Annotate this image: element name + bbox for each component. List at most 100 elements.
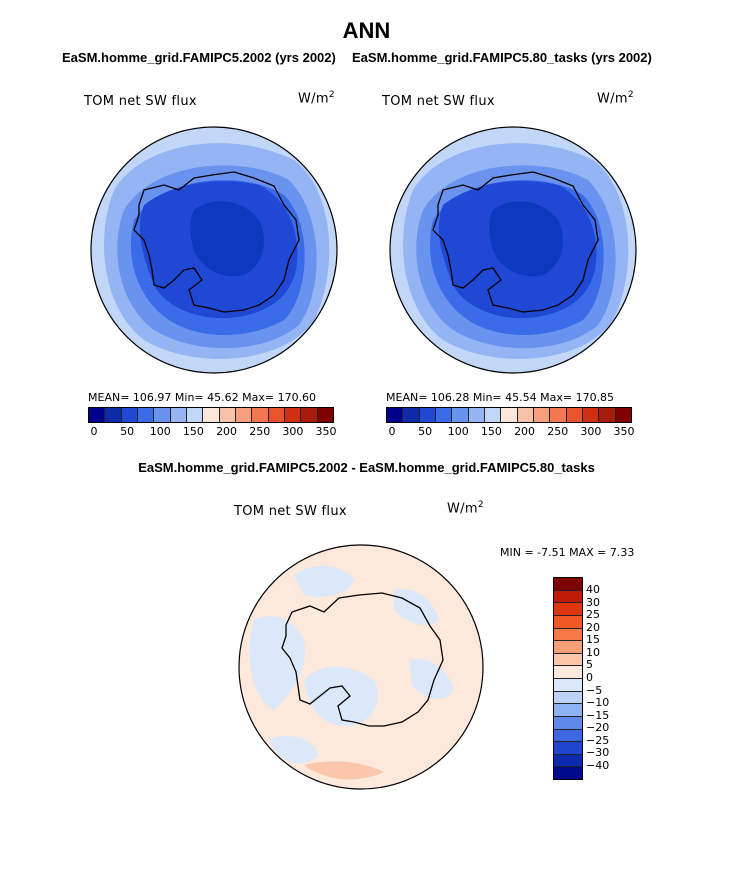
diff-variable-label: TOM net SW flux <box>234 504 347 519</box>
left-colorbar <box>88 407 334 423</box>
colorbar-swatch <box>554 590 582 604</box>
colorbar-swatch <box>252 408 269 422</box>
colorbar-swatch <box>554 603 582 616</box>
colorbar-swatch <box>452 408 469 422</box>
colorbar-tick-label: 30 <box>586 595 600 609</box>
colorbar-swatch <box>203 408 220 422</box>
colorbar-swatch <box>484 408 502 422</box>
colorbar-tick-label: 0 <box>586 670 593 684</box>
diff-stats: MIN = -7.51 MAX = 7.33 <box>500 546 635 559</box>
right-panel-subtitle: EaSM.homme_grid.FAMIPC5.80_tasks (yrs 20… <box>352 50 652 65</box>
colorbar-tick-label: 100 <box>447 425 469 438</box>
colorbar-tick-label: 50 <box>418 425 433 438</box>
colorbar-tick-label: 25 <box>586 608 600 622</box>
colorbar-tick-label: −20 <box>586 721 610 735</box>
colorbar-swatch <box>317 408 333 422</box>
right-units-label: W/m2 <box>597 90 634 107</box>
colorbar-tick-label: 200 <box>216 425 238 438</box>
left-units-label: W/m2 <box>298 90 335 107</box>
colorbar-tick-label: 10 <box>586 645 600 659</box>
colorbar-swatch <box>550 408 567 422</box>
colorbar-swatch <box>554 716 582 730</box>
diff-subtitle: EaSM.homme_grid.FAMIPC5.2002 - EaSM.homm… <box>138 460 595 475</box>
diff-colorbar-ticks: 40 30 25 20 15 10 5 0 −5 −10 −15 −20 −25 −30 −40 <box>586 583 646 783</box>
map-boundary <box>389 126 637 374</box>
colorbar-swatch <box>105 408 122 422</box>
colorbar-tick-label: 100 <box>149 425 171 438</box>
colorbar-swatch <box>284 408 302 422</box>
colorbar-tick-label: 15 <box>586 633 600 647</box>
colorbar-tick-label: 200 <box>514 425 536 438</box>
colorbar-swatch <box>468 408 485 422</box>
colorbar-swatch <box>419 408 436 422</box>
colorbar-tick-label: 350 <box>315 425 337 438</box>
colorbar-swatch <box>301 408 318 422</box>
diff-units-label: W/m2 <box>447 500 484 517</box>
colorbar-tick-label: 250 <box>547 425 569 438</box>
left-variable-label: TOM net SW flux <box>84 94 197 109</box>
colorbar-swatch <box>89 408 106 422</box>
colorbar-swatch <box>554 653 582 667</box>
colorbar-tick-label: 0 <box>388 425 396 438</box>
colorbar-swatch <box>268 408 285 422</box>
diff-colorbar <box>553 577 583 780</box>
colorbar-swatch <box>615 408 631 422</box>
colorbar-tick-label: −15 <box>586 708 610 722</box>
right-polar-map <box>389 126 637 374</box>
colorbar-swatch <box>554 754 582 768</box>
colorbar-tick-label: 50 <box>120 425 135 438</box>
right-stats: MEAN= 106.28 Min= 45.54 Max= 170.85 <box>386 391 615 404</box>
colorbar-swatch <box>387 408 404 422</box>
colorbar-swatch <box>186 408 204 422</box>
colorbar-tick-label: 0 <box>90 425 98 438</box>
colorbar-tick-label: 150 <box>480 425 502 438</box>
right-colorbar <box>386 407 632 423</box>
colorbar-swatch <box>554 767 582 779</box>
right-colorbar-ticks: 0 50 100 150 200 250 300 350 <box>386 425 635 439</box>
colorbar-swatch <box>137 408 155 422</box>
left-panel-subtitle: EaSM.homme_grid.FAMIPC5.2002 (yrs 2002) <box>62 50 336 65</box>
left-colorbar-ticks: 0 50 100 150 200 250 300 350 <box>88 425 337 439</box>
difference-polar-map <box>238 544 484 790</box>
colorbar-swatch <box>517 408 534 422</box>
colorbar-tick-label: 300 <box>580 425 602 438</box>
colorbar-swatch <box>554 729 582 743</box>
colorbar-swatch <box>501 408 518 422</box>
colorbar-swatch <box>554 615 582 629</box>
colorbar-tick-label: −30 <box>586 746 610 760</box>
colorbar-tick-label: −5 <box>586 683 603 697</box>
colorbar-tick-label: 300 <box>282 425 304 438</box>
left-stats: MEAN= 106.97 Min= 45.62 Max= 170.60 <box>88 391 317 404</box>
colorbar-tick-label: 20 <box>586 620 600 634</box>
colorbar-swatch <box>599 408 616 422</box>
colorbar-swatch <box>554 641 582 654</box>
colorbar-tick-label: 40 <box>586 583 600 596</box>
colorbar-tick-label: −10 <box>586 696 610 710</box>
page-title: ANN <box>342 18 391 43</box>
colorbar-tick-label: 5 <box>586 658 593 672</box>
colorbar-tick-label: −25 <box>586 733 610 747</box>
map-boundary <box>238 544 484 790</box>
colorbar-tick-label: −40 <box>586 758 610 772</box>
colorbar-swatch <box>554 679 582 692</box>
colorbar-tick-label: 350 <box>613 425 635 438</box>
colorbar-swatch <box>170 408 187 422</box>
colorbar-swatch <box>435 408 453 422</box>
colorbar-swatch <box>582 408 600 422</box>
colorbar-swatch <box>403 408 420 422</box>
colorbar-swatch <box>554 666 582 679</box>
colorbar-tick-label: 150 <box>182 425 204 438</box>
colorbar-tick-label: 250 <box>249 425 271 438</box>
right-variable-label: TOM net SW flux <box>382 94 495 109</box>
colorbar-swatch <box>533 408 551 422</box>
colorbar-swatch <box>235 408 253 422</box>
colorbar-swatch <box>219 408 236 422</box>
colorbar-swatch <box>554 704 582 717</box>
colorbar-swatch <box>554 691 582 705</box>
colorbar-swatch <box>554 628 582 642</box>
colorbar-swatch <box>554 742 582 755</box>
colorbar-swatch <box>154 408 171 422</box>
colorbar-swatch <box>554 578 582 591</box>
colorbar-swatch <box>121 408 138 422</box>
colorbar-swatch <box>566 408 583 422</box>
